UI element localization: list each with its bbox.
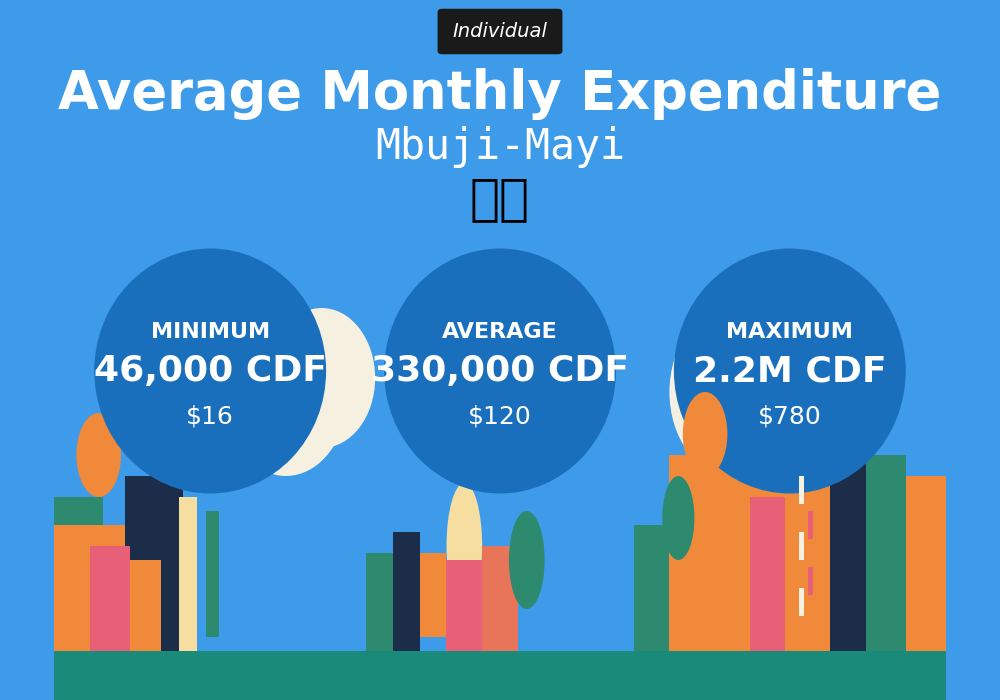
Text: $120: $120 (468, 405, 532, 428)
Bar (669, 455, 723, 651)
Bar (799, 588, 804, 616)
Text: MAXIMUM: MAXIMUM (726, 323, 853, 342)
FancyBboxPatch shape (54, 651, 946, 700)
Bar (90, 546, 130, 651)
Bar (179, 497, 197, 651)
Bar (785, 406, 834, 651)
Text: 2.2M CDF: 2.2M CDF (693, 354, 887, 388)
Bar (482, 546, 518, 651)
Ellipse shape (446, 483, 482, 609)
FancyBboxPatch shape (438, 8, 562, 55)
Ellipse shape (268, 308, 375, 448)
Bar (808, 567, 813, 595)
Ellipse shape (384, 248, 616, 494)
Bar (393, 532, 420, 651)
Bar (906, 476, 946, 651)
Text: Individual: Individual (453, 22, 547, 41)
Ellipse shape (710, 308, 825, 448)
Ellipse shape (683, 392, 727, 476)
Bar (799, 532, 804, 560)
Bar (866, 455, 906, 651)
Bar (446, 560, 482, 651)
Bar (808, 511, 813, 539)
Ellipse shape (76, 413, 121, 497)
Text: 330,000 CDF: 330,000 CDF (371, 354, 629, 388)
Bar (125, 476, 183, 651)
Bar (54, 497, 103, 651)
Bar (108, 560, 161, 651)
Text: AVERAGE: AVERAGE (442, 323, 558, 342)
Text: Mbuji-Mayi: Mbuji-Mayi (375, 126, 625, 168)
Bar (750, 497, 785, 651)
Text: $16: $16 (186, 405, 234, 428)
Bar (634, 525, 674, 651)
Text: 🇨🇩: 🇨🇩 (470, 176, 530, 223)
Bar (799, 476, 804, 504)
Ellipse shape (662, 476, 694, 560)
Bar (54, 525, 130, 651)
Bar (723, 427, 785, 651)
Ellipse shape (224, 308, 348, 476)
Text: Average Monthly Expenditure: Average Monthly Expenditure (58, 69, 942, 120)
Text: 46,000 CDF: 46,000 CDF (94, 354, 327, 388)
Bar (366, 553, 402, 651)
Ellipse shape (94, 248, 326, 494)
Bar (206, 511, 219, 637)
Bar (830, 441, 866, 651)
Ellipse shape (509, 511, 545, 609)
Text: MINIMUM: MINIMUM (151, 323, 270, 342)
Text: $780: $780 (758, 405, 822, 428)
Bar (420, 553, 446, 637)
Ellipse shape (674, 248, 906, 494)
Bar (460, 546, 469, 651)
Ellipse shape (669, 308, 794, 476)
